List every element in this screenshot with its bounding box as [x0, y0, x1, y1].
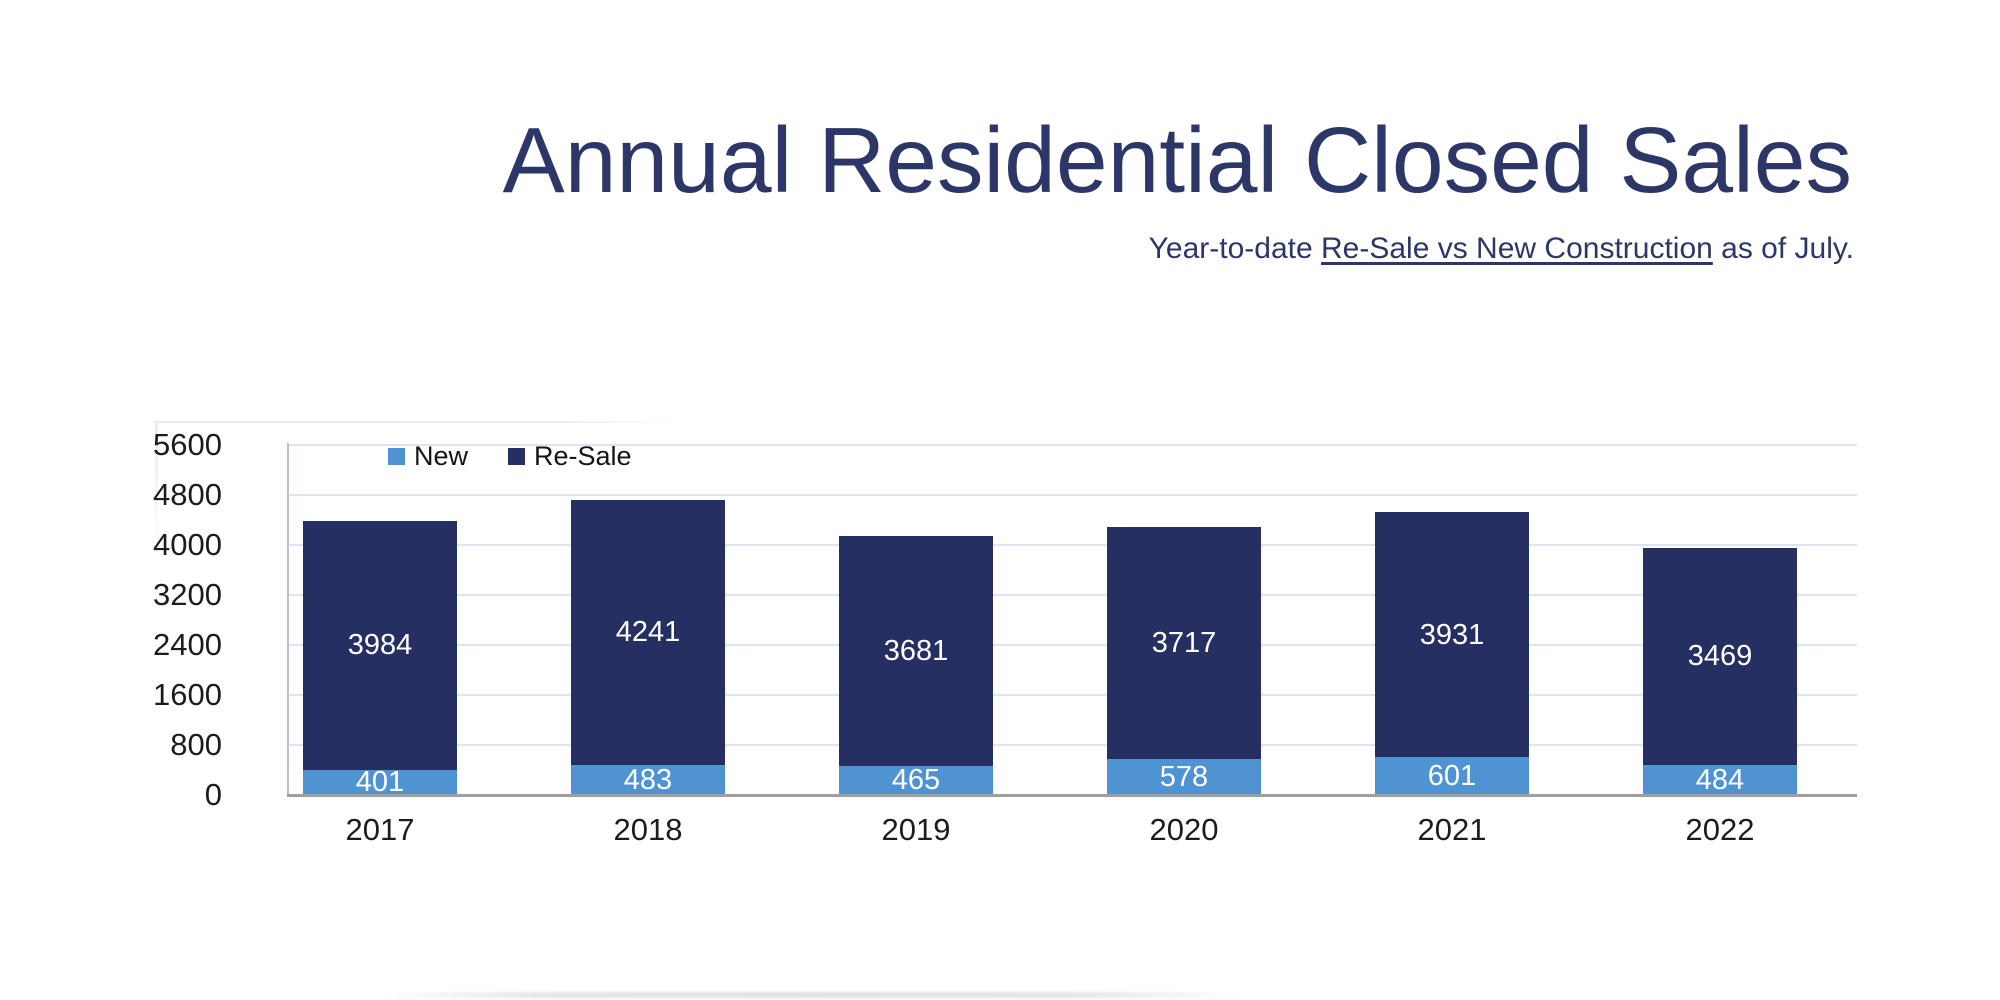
chart-frame-shadow-top — [157, 421, 682, 423]
y-axis-tick-label-4800: 4800 — [153, 477, 222, 512]
value-label-new-2020: 578 — [1159, 760, 1209, 793]
x-axis-label-2017: 2017 — [345, 812, 415, 847]
value-label-resale-2018: 4241 — [615, 616, 681, 649]
bar-segment-resale-2019 — [839, 535, 993, 766]
bar-segment-new-2022 — [1643, 764, 1797, 795]
value-label-new-2018: 483 — [623, 763, 673, 796]
legend-swatch-icon — [388, 447, 405, 465]
chart-legend: New Re-Sale — [388, 442, 632, 470]
bar-segment-new-2017 — [303, 769, 457, 795]
page-subtitle: Year-to-date Re-Sale vs New Construction… — [1149, 232, 1854, 266]
chart-frame-shadow-left — [155, 421, 158, 563]
bar-segment-resale-2018 — [571, 499, 725, 765]
value-label-resale-2022: 3469 — [1687, 640, 1753, 673]
value-label-resale-2019: 3681 — [883, 634, 949, 667]
bar-segment-resale-2021 — [1375, 511, 1529, 758]
legend-label: Re-Sale — [534, 441, 632, 471]
value-label-new-2019: 465 — [891, 764, 941, 797]
x-axis-baseline — [287, 794, 1857, 797]
bar-segment-resale-2020 — [1107, 526, 1261, 759]
gridline-1600 — [287, 694, 1857, 696]
x-axis-label-2020: 2020 — [1149, 812, 1219, 847]
gridline-4800 — [287, 494, 1857, 496]
bar-segment-new-2019 — [839, 765, 993, 795]
x-axis-label-2022: 2022 — [1685, 812, 1755, 847]
bar-segment-new-2018 — [571, 764, 725, 795]
bar-segment-new-2020 — [1107, 758, 1261, 795]
value-label-resale-2020: 3717 — [1151, 626, 1217, 659]
bar-segment-resale-2017 — [303, 520, 457, 770]
y-axis-tick-label-3200: 3200 — [153, 577, 222, 612]
y-axis-line — [287, 443, 289, 795]
subtitle-suffix: as of July. — [1712, 232, 1854, 265]
subtitle-underlined-text: Re-Sale vs New Construction — [1321, 232, 1713, 265]
gridline-3200 — [287, 594, 1857, 596]
page-bottom-shadow — [382, 992, 1240, 998]
x-axis-label-2021: 2021 — [1417, 812, 1487, 847]
legend-swatch-icon — [508, 447, 526, 465]
legend-item-new: New — [388, 442, 468, 470]
gridline-5600 — [287, 444, 1857, 446]
value-label-new-2021: 601 — [1427, 760, 1477, 793]
subtitle-prefix: Year-to-date — [1148, 232, 1321, 265]
value-label-new-2022: 484 — [1695, 763, 1745, 796]
gridline-800 — [287, 744, 1857, 746]
y-axis-tick-label-5600: 5600 — [153, 427, 222, 462]
legend-item-re-sale: Re-Sale — [508, 442, 632, 470]
y-axis-tick-label-4000: 4000 — [153, 527, 222, 562]
y-axis-tick-label-0: 0 — [204, 777, 222, 812]
gridline-4000 — [287, 544, 1857, 546]
bar-segment-resale-2022 — [1643, 547, 1797, 765]
x-axis-label-2018: 2018 — [613, 812, 683, 847]
value-label-new-2017: 401 — [355, 766, 405, 799]
y-axis-tick-label-1600: 1600 — [153, 677, 222, 712]
y-axis-tick-label-2400: 2400 — [153, 627, 222, 662]
gridline-2400 — [287, 644, 1857, 646]
value-label-resale-2017: 3984 — [347, 629, 413, 662]
y-axis-tick-label-800: 800 — [170, 727, 222, 762]
page-title: Annual Residential Closed Sales — [502, 108, 1852, 212]
x-axis-label-2019: 2019 — [881, 812, 951, 847]
bar-segment-new-2021 — [1375, 757, 1529, 795]
legend-label: New — [414, 441, 469, 471]
value-label-resale-2021: 3931 — [1419, 618, 1485, 651]
